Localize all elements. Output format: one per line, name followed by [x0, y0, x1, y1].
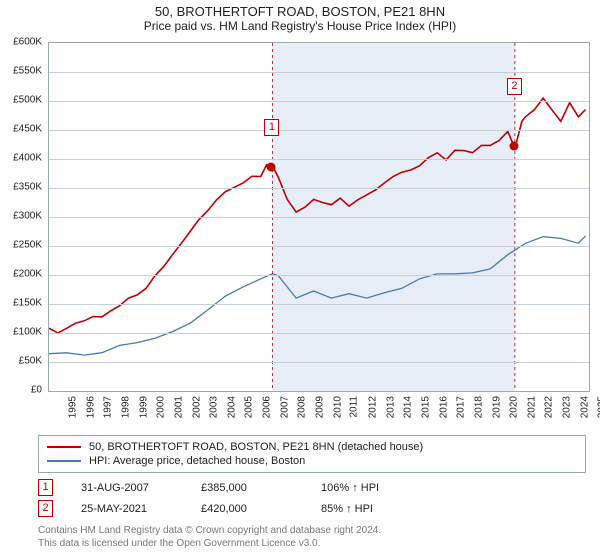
- x-tick-label: 2003: [208, 396, 219, 418]
- y-tick-label: £0: [0, 385, 42, 396]
- y-tick-label: £150K: [0, 298, 42, 309]
- y-tick-label: £200K: [0, 269, 42, 280]
- x-tick-label: 2023: [561, 396, 572, 418]
- event-price: £385,000: [201, 482, 293, 494]
- x-tick-label: 2009: [314, 396, 325, 418]
- x-tick-label: 2005: [244, 396, 255, 418]
- legend-swatch: [47, 446, 81, 448]
- event-hpi-delta: 85% ↑ HPI: [321, 503, 373, 515]
- y-tick-label: £50K: [0, 356, 42, 367]
- x-tick-label: 2012: [367, 396, 378, 418]
- grid-line: [49, 246, 589, 247]
- grid-line: [49, 362, 589, 363]
- legend-row: HPI: Average price, detached house, Bost…: [47, 454, 577, 468]
- y-tick-label: £600K: [0, 37, 42, 48]
- grid-line: [49, 304, 589, 305]
- grid-line: [49, 217, 589, 218]
- grid-line: [49, 72, 589, 73]
- legend: 50, BROTHERTOFT ROAD, BOSTON, PE21 8HN (…: [38, 435, 586, 473]
- x-tick-label: 1999: [138, 396, 149, 418]
- grid-line: [49, 333, 589, 334]
- grid-line: [49, 130, 589, 131]
- x-tick-label: 2015: [420, 396, 431, 418]
- y-tick-label: £550K: [0, 66, 42, 77]
- x-tick-label: 2024: [579, 396, 590, 418]
- x-tick-label: 2017: [455, 396, 466, 418]
- event-hpi-delta: 106% ↑ HPI: [321, 482, 379, 494]
- x-tick-label: 1995: [67, 396, 78, 418]
- y-tick-label: £300K: [0, 211, 42, 222]
- grid-line: [49, 159, 589, 160]
- y-tick-label: £400K: [0, 153, 42, 164]
- y-tick-label: £350K: [0, 182, 42, 193]
- event-row-marker: 1: [38, 479, 53, 496]
- event-row: 2 25-MAY-2021 £420,000 85% ↑ HPI: [38, 498, 586, 519]
- chart-container: 50, BROTHERTOFT ROAD, BOSTON, PE21 8HN P…: [0, 0, 600, 560]
- legend-row: 50, BROTHERTOFT ROAD, BOSTON, PE21 8HN (…: [47, 440, 577, 454]
- license-line: This data is licensed under the Open Gov…: [38, 538, 586, 551]
- x-tick-label: 2025: [597, 396, 600, 418]
- x-tick-label: 1996: [85, 396, 96, 418]
- grid-line: [49, 101, 589, 102]
- x-tick-label: 2000: [155, 396, 166, 418]
- x-tick-label: 2013: [385, 396, 396, 418]
- y-tick-label: £250K: [0, 240, 42, 251]
- x-tick-label: 2016: [438, 396, 449, 418]
- event-dot: [267, 162, 276, 171]
- event-marker-label: 1: [264, 119, 279, 136]
- x-tick-label: 2006: [261, 396, 272, 418]
- series-hpi: [49, 236, 586, 355]
- x-tick-label: 1998: [120, 396, 131, 418]
- grid-line: [49, 275, 589, 276]
- event-date: 25-MAY-2021: [81, 503, 173, 515]
- event-row: 1 31-AUG-2007 £385,000 106% ↑ HPI: [38, 477, 586, 498]
- legend-swatch: [47, 460, 81, 462]
- x-tick-label: 2002: [191, 396, 202, 418]
- y-tick-label: £100K: [0, 327, 42, 338]
- grid-line: [49, 188, 589, 189]
- x-tick-label: 2011: [349, 396, 360, 418]
- event-date: 31-AUG-2007: [81, 482, 173, 494]
- event-table: 1 31-AUG-2007 £385,000 106% ↑ HPI 2 25-MAY-20…: [38, 477, 586, 519]
- event-price: £420,000: [201, 503, 293, 515]
- x-tick-label: 2020: [508, 396, 519, 418]
- x-tick-label: 2007: [279, 396, 290, 418]
- x-tick-label: 2004: [226, 396, 237, 418]
- x-tick-label: 2001: [173, 396, 184, 418]
- chart-subtitle: Price paid vs. HM Land Registry's House …: [0, 19, 600, 35]
- legend-label: HPI: Average price, detached house, Bost…: [89, 455, 305, 467]
- license-line: Contains HM Land Registry data © Crown c…: [38, 525, 586, 538]
- event-row-marker: 2: [38, 500, 53, 517]
- event-marker-label: 2: [507, 78, 522, 95]
- x-tick-label: 2019: [491, 396, 502, 418]
- legend-label: 50, BROTHERTOFT ROAD, BOSTON, PE21 8HN (…: [89, 441, 423, 453]
- y-tick-label: £450K: [0, 124, 42, 135]
- series-property: [49, 98, 586, 333]
- x-tick-label: 2010: [332, 396, 343, 418]
- x-tick-label: 2018: [473, 396, 484, 418]
- chart-title: 50, BROTHERTOFT ROAD, BOSTON, PE21 8HN: [0, 0, 600, 19]
- event-dot: [509, 142, 518, 151]
- y-tick-label: £500K: [0, 95, 42, 106]
- x-tick-label: 2022: [544, 396, 555, 418]
- x-tick-label: 2008: [297, 396, 308, 418]
- x-tick-label: 2021: [526, 396, 537, 418]
- x-tick-label: 2014: [403, 396, 414, 418]
- license-text: Contains HM Land Registry data © Crown c…: [38, 525, 586, 550]
- x-tick-label: 1997: [103, 396, 114, 418]
